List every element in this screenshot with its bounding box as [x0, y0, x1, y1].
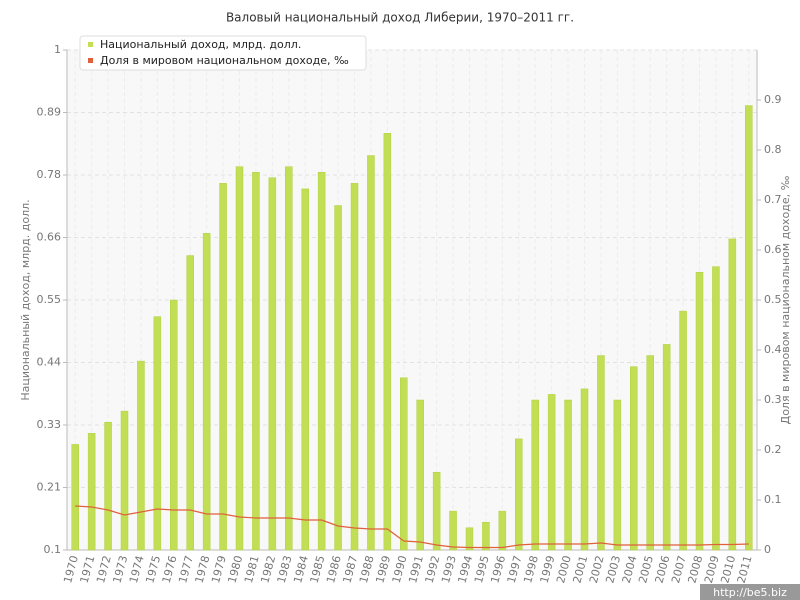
legend: Национальный доход, млрд. долл. Доля в ми…: [79, 35, 367, 71]
bar: [745, 105, 753, 551]
bar: [219, 183, 227, 551]
y-tick-label: 0.89: [37, 106, 62, 119]
y-tick-label: 0.21: [37, 481, 62, 494]
bar: [104, 421, 112, 551]
bar: [498, 510, 507, 551]
bar: [186, 255, 194, 551]
y2-tick-label: 0.5: [764, 293, 782, 306]
legend-label: Доля в мировом национальном доходе, ‰: [100, 54, 349, 67]
y2-tick-label: 0.6: [764, 243, 782, 256]
y-tick-label: 0.55: [37, 293, 62, 306]
bar: [71, 444, 79, 551]
bar: [334, 205, 342, 551]
bar: [482, 521, 490, 551]
y2-tick-label: 0.7: [764, 193, 782, 206]
watermark: http://be5.biz: [713, 586, 787, 599]
y-tick-label: 0.66: [37, 231, 62, 244]
y-tick-label: 0.33: [37, 418, 62, 431]
y-axis-title: Национальный доход, млрд. долл.: [19, 199, 32, 400]
bar: [646, 355, 654, 551]
bar: [317, 171, 326, 551]
bar: [120, 410, 129, 551]
bar: [449, 510, 457, 551]
bar: [170, 299, 178, 551]
y-tick-label: 1: [54, 43, 61, 56]
y2-tick-label: 0.4: [764, 343, 782, 356]
bar: [679, 310, 687, 551]
bar: [597, 355, 605, 551]
y2-tick-label: 0.8: [764, 143, 782, 156]
line: [75, 505, 749, 549]
legend-label: Национальный доход, млрд. долл.: [100, 38, 301, 51]
y2-tick-label: 0.2: [764, 443, 782, 456]
bar: [153, 316, 162, 551]
bar: [400, 377, 408, 551]
bar: [137, 360, 145, 551]
bar: [87, 433, 96, 551]
y2-tick-label: 0.9: [764, 93, 782, 106]
bar: [662, 344, 671, 551]
bar: [564, 399, 572, 551]
bar: [547, 394, 556, 551]
bar: [350, 183, 359, 551]
y-tick-label: 0.78: [37, 168, 62, 181]
bar: [630, 366, 638, 551]
y2-tick-label: 0.1: [764, 493, 782, 506]
y2-axis-title: Доля в мировом национальном доходе, ‰: [779, 175, 792, 424]
bar: [235, 166, 244, 551]
bar: [712, 266, 720, 551]
y-tick-label: 0.44: [37, 356, 62, 369]
legend-box: [79, 35, 367, 71]
bar: [285, 166, 293, 551]
bar: [367, 155, 375, 551]
bar: [252, 171, 260, 551]
watermark-bg: [700, 584, 800, 600]
bar: [268, 177, 277, 551]
bar: [728, 238, 737, 551]
legend-swatch: [88, 42, 93, 47]
legend-swatch: [88, 58, 93, 63]
bar: [301, 188, 309, 551]
y2-tick-label: 0: [764, 543, 771, 556]
bar: [465, 527, 474, 551]
bar: [432, 471, 441, 551]
bar: [695, 271, 704, 551]
y2-tick-label: 0.3: [764, 393, 782, 406]
bar: [531, 399, 539, 551]
bar: [515, 438, 523, 551]
bar: [416, 399, 424, 551]
bar: [613, 399, 622, 551]
bar: [383, 133, 392, 551]
bar: [202, 233, 211, 551]
chart-title: Валовый национальный доход Либерии, 1970…: [226, 11, 574, 25]
bar: [580, 388, 589, 551]
y-tick-label: 0.1: [44, 543, 62, 556]
